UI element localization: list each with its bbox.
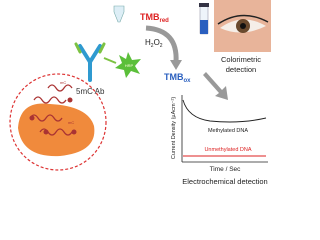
curve-label: Methylated DNA	[208, 128, 248, 134]
vial-liquid	[200, 20, 208, 34]
bead	[18, 103, 95, 157]
hrp-star	[115, 52, 141, 78]
tmb-red: TMBred	[140, 12, 169, 24]
chem: 2	[160, 43, 163, 49]
x-axis-label: Time / Sec	[210, 166, 242, 173]
vial-cap	[199, 3, 209, 7]
curve-label: Unmethylated DNA	[204, 147, 251, 153]
arrow-head	[170, 60, 182, 70]
chem: O	[154, 38, 160, 47]
mark-label: mC	[68, 120, 74, 125]
tmb-main: TMB	[140, 12, 160, 22]
methyl-marks	[29, 97, 77, 135]
tmb-sub: red	[160, 18, 170, 24]
antibody	[74, 42, 106, 82]
figure: mC mC 5mC Ab HRP TMBred H2O2 TMBox Color…	[9, 0, 271, 186]
reaction-arrow	[145, 25, 179, 63]
colorimetric-label: detection	[226, 65, 256, 74]
chem: 2	[151, 43, 154, 49]
tube	[113, 5, 125, 23]
lashes	[217, 14, 269, 25]
linker	[103, 57, 117, 64]
detect-arrow	[203, 72, 228, 100]
colorimetric-label: Colorimetric	[221, 55, 261, 64]
zoom-circle	[9, 73, 107, 171]
tmb-ox: TMBox	[164, 72, 191, 84]
pupil	[240, 23, 246, 29]
y-axis-label: Current Density (µAcm⁻²)	[171, 97, 177, 159]
antibody-label: 5mC Ab	[76, 87, 105, 96]
peroxide: H2O2	[145, 38, 163, 49]
tmb-main: TMB	[164, 72, 184, 82]
mark-label: mC	[60, 80, 66, 85]
methylated-curve	[182, 99, 267, 123]
electrochemical-label: Electrochemical detection	[182, 177, 267, 186]
hrp-label: HRP	[125, 63, 134, 68]
tmb-sub: ox	[184, 78, 192, 84]
chem: H	[145, 38, 151, 47]
